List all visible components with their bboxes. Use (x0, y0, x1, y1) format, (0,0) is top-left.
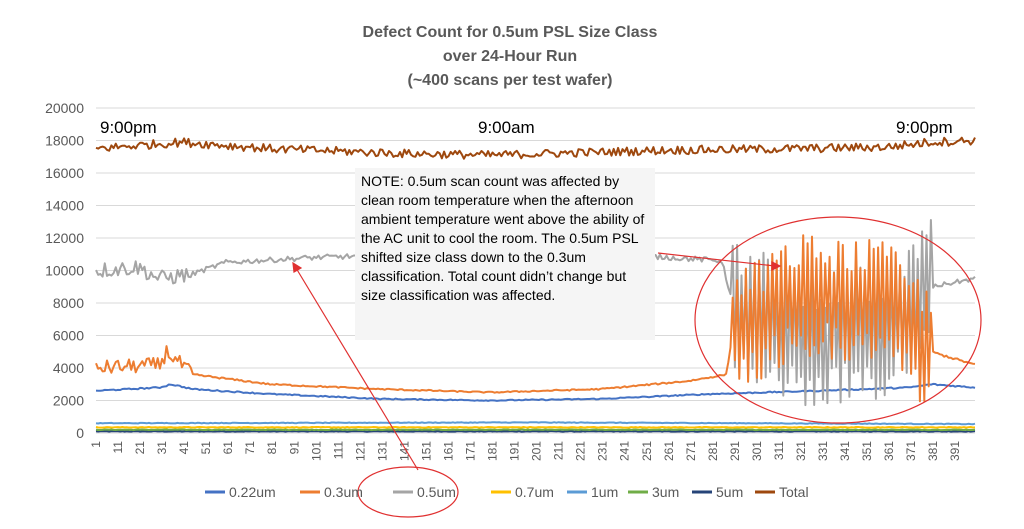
x-tick-label: 151 (419, 441, 433, 461)
x-tick-label: 331 (816, 441, 830, 461)
x-tick-label: 351 (860, 441, 874, 461)
series-line-0_7um (95, 426, 976, 429)
chart-subtitle-1: over 24-Hour Run (443, 48, 577, 65)
x-tick-label: 141 (397, 441, 411, 461)
y-tick-label: 18000 (45, 133, 84, 149)
x-tick-label: 61 (221, 441, 235, 455)
x-tick-label: 11 (111, 441, 125, 454)
x-tick-label: 291 (728, 441, 742, 461)
x-tick-label: 91 (287, 441, 301, 455)
series-line-1um (95, 421, 976, 426)
x-tick-label: 131 (375, 441, 389, 461)
x-tick-label: 1 (89, 441, 103, 448)
x-tick-label: 381 (926, 441, 940, 461)
x-tick-label: 321 (794, 441, 808, 461)
y-tick-label: 10000 (45, 263, 84, 279)
x-tick-label: 111 (331, 441, 345, 460)
series-line-0_3um (95, 234, 976, 403)
legend-label: 0.5um (417, 484, 456, 500)
legend-label: 0.3um (324, 484, 363, 500)
x-tick-label: 311 (772, 441, 786, 460)
x-tick-label: 31 (155, 441, 169, 455)
x-tick-label: 51 (199, 441, 213, 455)
x-tick-label: 181 (486, 441, 500, 461)
x-tick-label: 221 (574, 441, 588, 461)
x-tick-label: 251 (640, 441, 654, 461)
x-tick-label: 191 (508, 441, 522, 461)
legend-label: 0.7um (515, 484, 554, 500)
note-textbox: NOTE: 0.5um scan count was affected by c… (355, 168, 655, 340)
x-tick-label: 121 (353, 441, 367, 461)
legend-label: 0.22um (229, 484, 276, 500)
x-tick-label: 211 (552, 441, 566, 460)
series-line-5um (95, 430, 976, 433)
annotation-arrows (292, 252, 782, 471)
x-tick-label: 241 (618, 441, 632, 461)
x-tick-label: 271 (684, 441, 698, 461)
x-tick-label: 371 (904, 441, 918, 461)
time-label-start: 9:00pm (100, 118, 157, 137)
x-tick-label: 101 (309, 441, 323, 461)
x-tick-label: 71 (243, 441, 257, 455)
chart-subtitle-2: (~400 scans per test wafer) (408, 72, 613, 89)
series-line-Total (95, 136, 976, 160)
x-tick-label: 361 (882, 441, 896, 461)
series-line-3um (95, 428, 976, 432)
y-tick-label: 4000 (53, 360, 84, 376)
y-tick-label: 0 (76, 425, 84, 441)
legend-label: 1um (591, 484, 618, 500)
y-tick-label: 2000 (53, 393, 84, 409)
legend: 0.22um 0.3um 0.5um 0.7um 1um 3um 5um Total (205, 484, 809, 500)
y-tick-label: 12000 (45, 230, 84, 246)
y-tick-label: 16000 (45, 165, 84, 181)
x-tick-label: 81 (265, 441, 279, 455)
x-tick-label: 391 (948, 441, 962, 461)
time-label-end: 9:00pm (896, 118, 953, 137)
time-label-mid: 9:00am (478, 118, 535, 137)
x-tick-label: 201 (530, 441, 544, 461)
highlight-ellipse-legend (357, 466, 459, 518)
legend-label: 3um (652, 484, 679, 500)
x-tick-label: 301 (750, 441, 764, 461)
y-tick-label: 8000 (53, 295, 84, 311)
x-tick-label: 41 (177, 441, 191, 455)
x-tick-label: 231 (596, 441, 610, 461)
x-tick-label: 261 (662, 441, 676, 461)
series-line-0_22um (95, 382, 976, 402)
y-tick-label: 6000 (53, 328, 84, 344)
x-tick-label: 171 (464, 441, 478, 461)
highlight-ellipse-region (694, 216, 982, 424)
legend-label: 5um (716, 484, 743, 500)
x-tick-label: 341 (838, 441, 852, 461)
x-tick-label: 21 (133, 441, 147, 455)
x-tick-label: 161 (441, 441, 455, 461)
series-lines (95, 136, 976, 433)
y-axis: 0 2000 4000 6000 8000 10000 12000 14000 16000 180… (45, 100, 84, 441)
y-tick-label: 14000 (45, 198, 84, 214)
y-tick-label: 20000 (45, 100, 84, 116)
x-tick-label: 281 (706, 441, 720, 461)
chart-title: Defect Count for 0.5um PSL Size Class (363, 24, 658, 41)
legend-label: Total (779, 484, 809, 500)
x-axis: 1 11 21 31 41 51 61 71 81 91 101 111 121 131 141 151 161… (89, 441, 962, 461)
